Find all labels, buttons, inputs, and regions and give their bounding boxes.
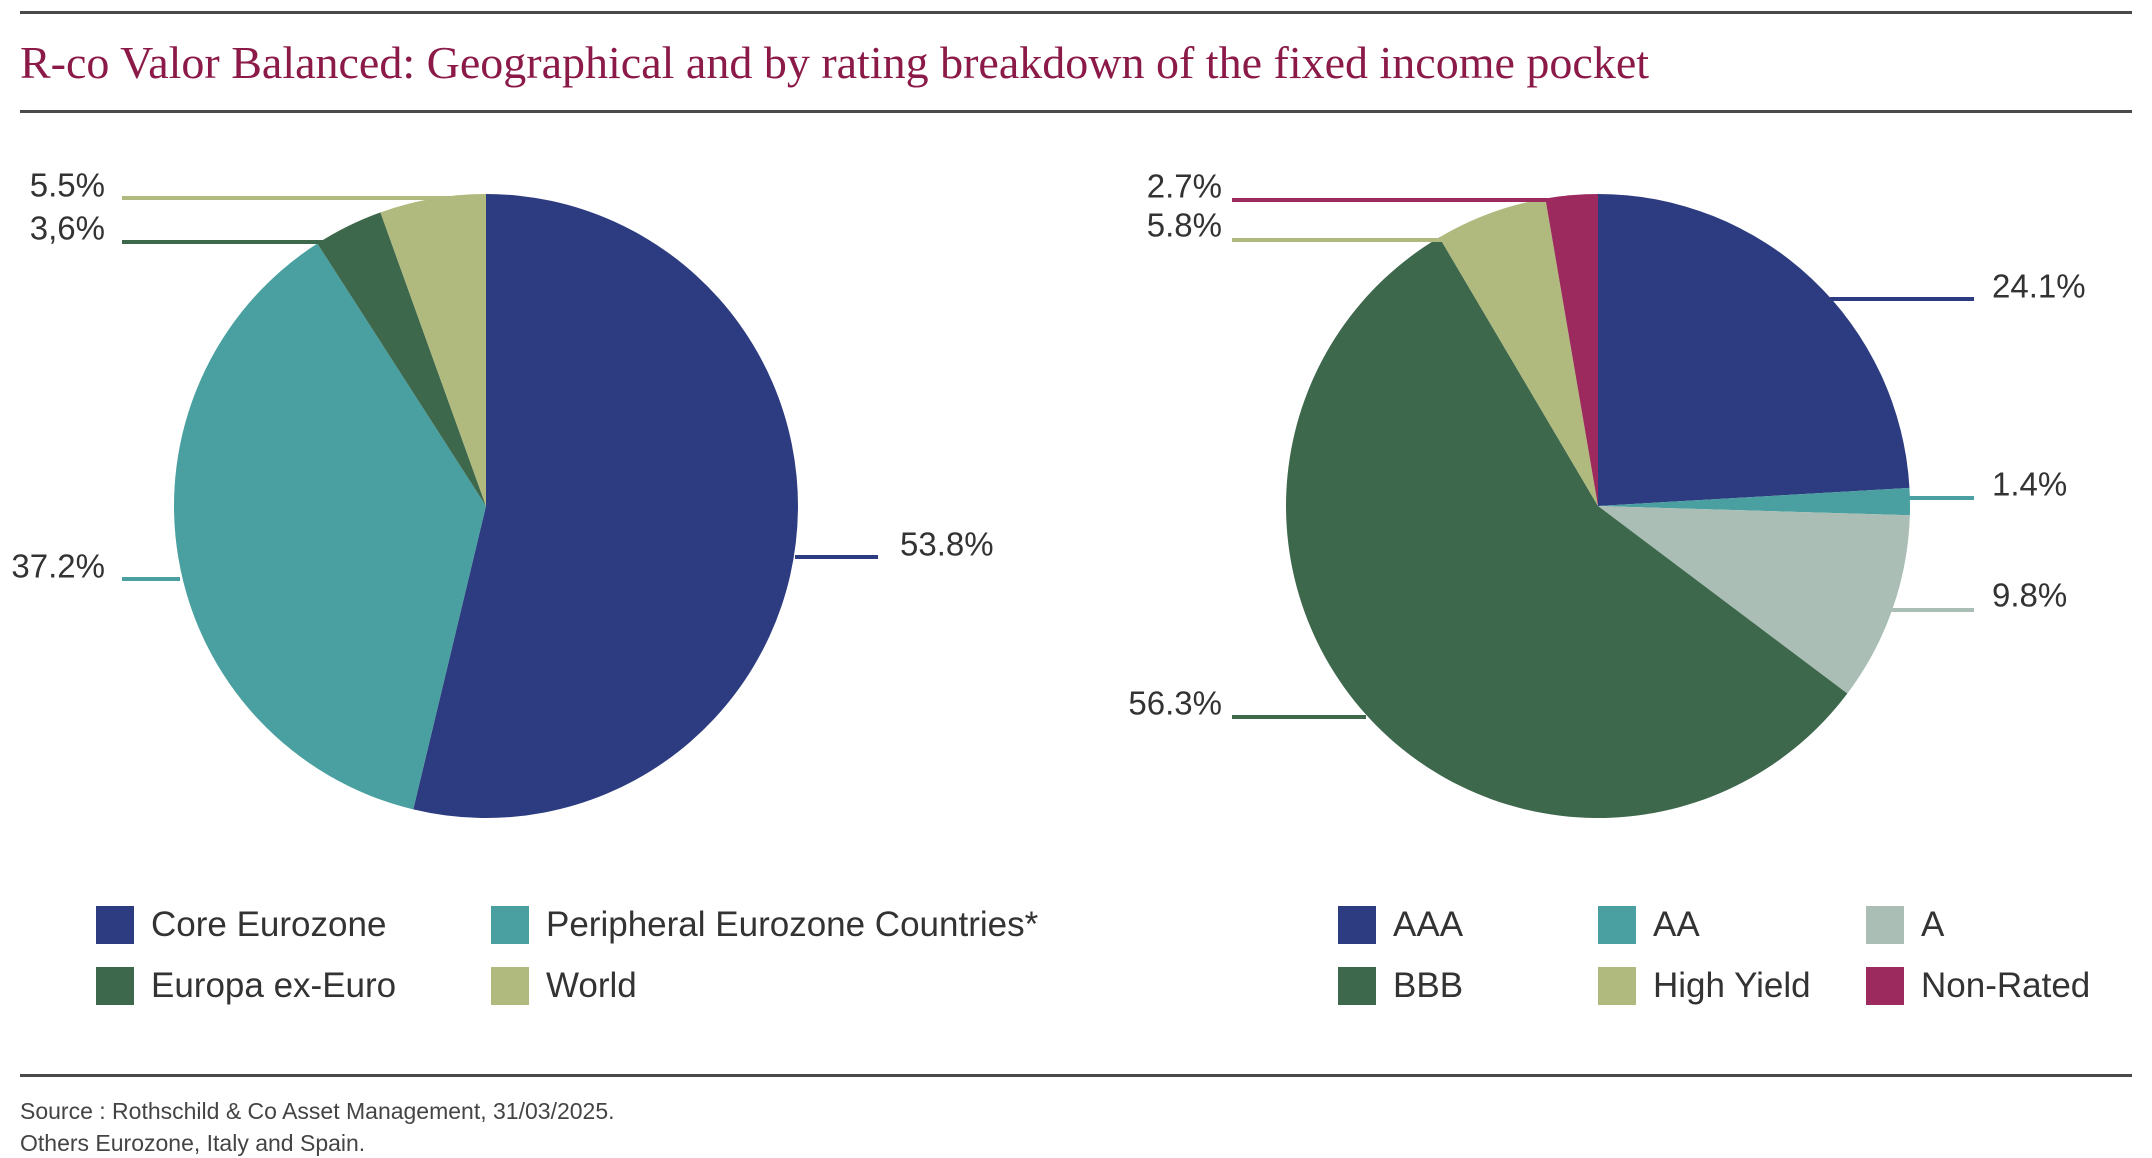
- pie2-label-aaa: 24.1%: [1992, 268, 2086, 305]
- pie2-slice-aa: [1598, 487, 1910, 516]
- legend-label-high-yield: High Yield: [1653, 966, 1811, 1005]
- legend-item-bbb: BBB: [1338, 966, 1463, 1006]
- pie2-slice-non-rated: [1545, 194, 1598, 506]
- pie1-slice-peripheral-eurozone-countries: [173, 243, 486, 810]
- pie1-label-core-eurozone: 53.8%: [900, 526, 994, 563]
- legend-label-a: A: [1921, 905, 1945, 944]
- top-rule: [20, 11, 2132, 14]
- legend-label-non-rated: Non-Rated: [1921, 966, 2091, 1005]
- legend-label-core-eurozone: Core Eurozone: [151, 905, 387, 944]
- charts-canvas: 53.8% 37.2% 3,6% 5.5% 24.1% 1.4% 9.8% 56.3% 5.8%…: [11, 167, 2086, 819]
- pie1-label-europa-ex-euro: 3,6%: [30, 210, 105, 247]
- title-rule: [20, 110, 2132, 113]
- legend-swatch-non-rated: [1866, 967, 1904, 1005]
- legend-label-peripheral-eurozone: Peripheral Eurozone Countries*: [546, 905, 1039, 944]
- pie1-slice-core-eurozone: [413, 194, 798, 819]
- legend-item-world: World: [491, 966, 637, 1006]
- legend-item-a: A: [1866, 905, 1944, 945]
- legend-swatch-aaa: [1338, 906, 1376, 944]
- pie2-slice-aaa: [1598, 194, 1910, 506]
- bottom-rule: [20, 1074, 2132, 1077]
- pie2-slice-high-yield: [1439, 198, 1598, 506]
- legend-label-bbb: BBB: [1393, 966, 1464, 1005]
- pie1-slice-europa-ex-euro: [317, 212, 486, 506]
- source-note: Source : Rothschild & Co Asset Managemen…: [20, 1098, 615, 1124]
- pie2-label-a: 9.8%: [1992, 577, 2067, 614]
- legend-item-peripheral-eurozone: Peripheral Eurozone Countries*: [491, 905, 1038, 945]
- legend-swatch-high-yield: [1598, 967, 1636, 1005]
- legend-swatch-europa-ex-euro: [96, 967, 134, 1005]
- pie2-label-bbb: 56.3%: [1128, 685, 1222, 722]
- legend-swatch-core-eurozone: [96, 906, 134, 944]
- legend-swatch-aa: [1598, 906, 1636, 944]
- pie2-slice-bbb: [1286, 237, 1848, 818]
- pie1-label-peripheral-eurozone-countries: 37.2%: [11, 548, 105, 585]
- legend-item-aaa: AAA: [1338, 905, 1463, 945]
- legend-item-non-rated: Non-Rated: [1866, 966, 2090, 1006]
- legend-swatch-world: [491, 967, 529, 1005]
- pie2-label-high-yield: 5.8%: [1147, 207, 1222, 244]
- legend-label-aaa: AAA: [1393, 905, 1464, 944]
- legend-swatch-peripheral-eurozone: [491, 906, 529, 944]
- footnote: Others Eurozone, Italy and Spain.: [20, 1130, 366, 1156]
- legend-swatch-bbb: [1338, 967, 1376, 1005]
- legend-item-high-yield: High Yield: [1598, 966, 1811, 1006]
- legend-item-europa-ex-euro: Europa ex-Euro: [96, 966, 396, 1006]
- legend-label-europa-ex-euro: Europa ex-Euro: [151, 966, 397, 1005]
- pie1-slice-world: [380, 194, 486, 506]
- legend-swatch-a: [1866, 906, 1904, 944]
- pie2-label-aa: 1.4%: [1992, 466, 2067, 503]
- chart-title: R-co Valor Balanced: Geographical and by…: [20, 37, 1650, 88]
- pie1-label-world: 5.5%: [30, 167, 105, 204]
- legend-label-world: World: [546, 966, 637, 1005]
- legend-item-aa: AA: [1598, 905, 1700, 945]
- legend-label-aa: AA: [1653, 905, 1700, 944]
- legend-item-core-eurozone: Core Eurozone: [96, 905, 386, 945]
- pie2-slice-a: [1598, 506, 1910, 694]
- pie2-label-non-rated: 2.7%: [1147, 168, 1222, 205]
